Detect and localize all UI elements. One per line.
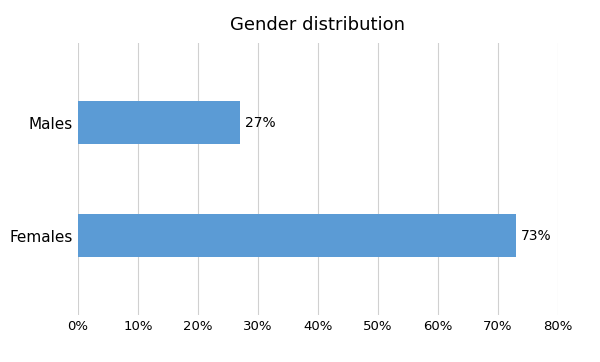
Text: 27%: 27% — [245, 115, 275, 130]
Bar — [78, 101, 240, 144]
Bar — [78, 214, 516, 257]
Title: Gender distribution: Gender distribution — [230, 16, 406, 34]
Text: 73%: 73% — [521, 229, 551, 243]
